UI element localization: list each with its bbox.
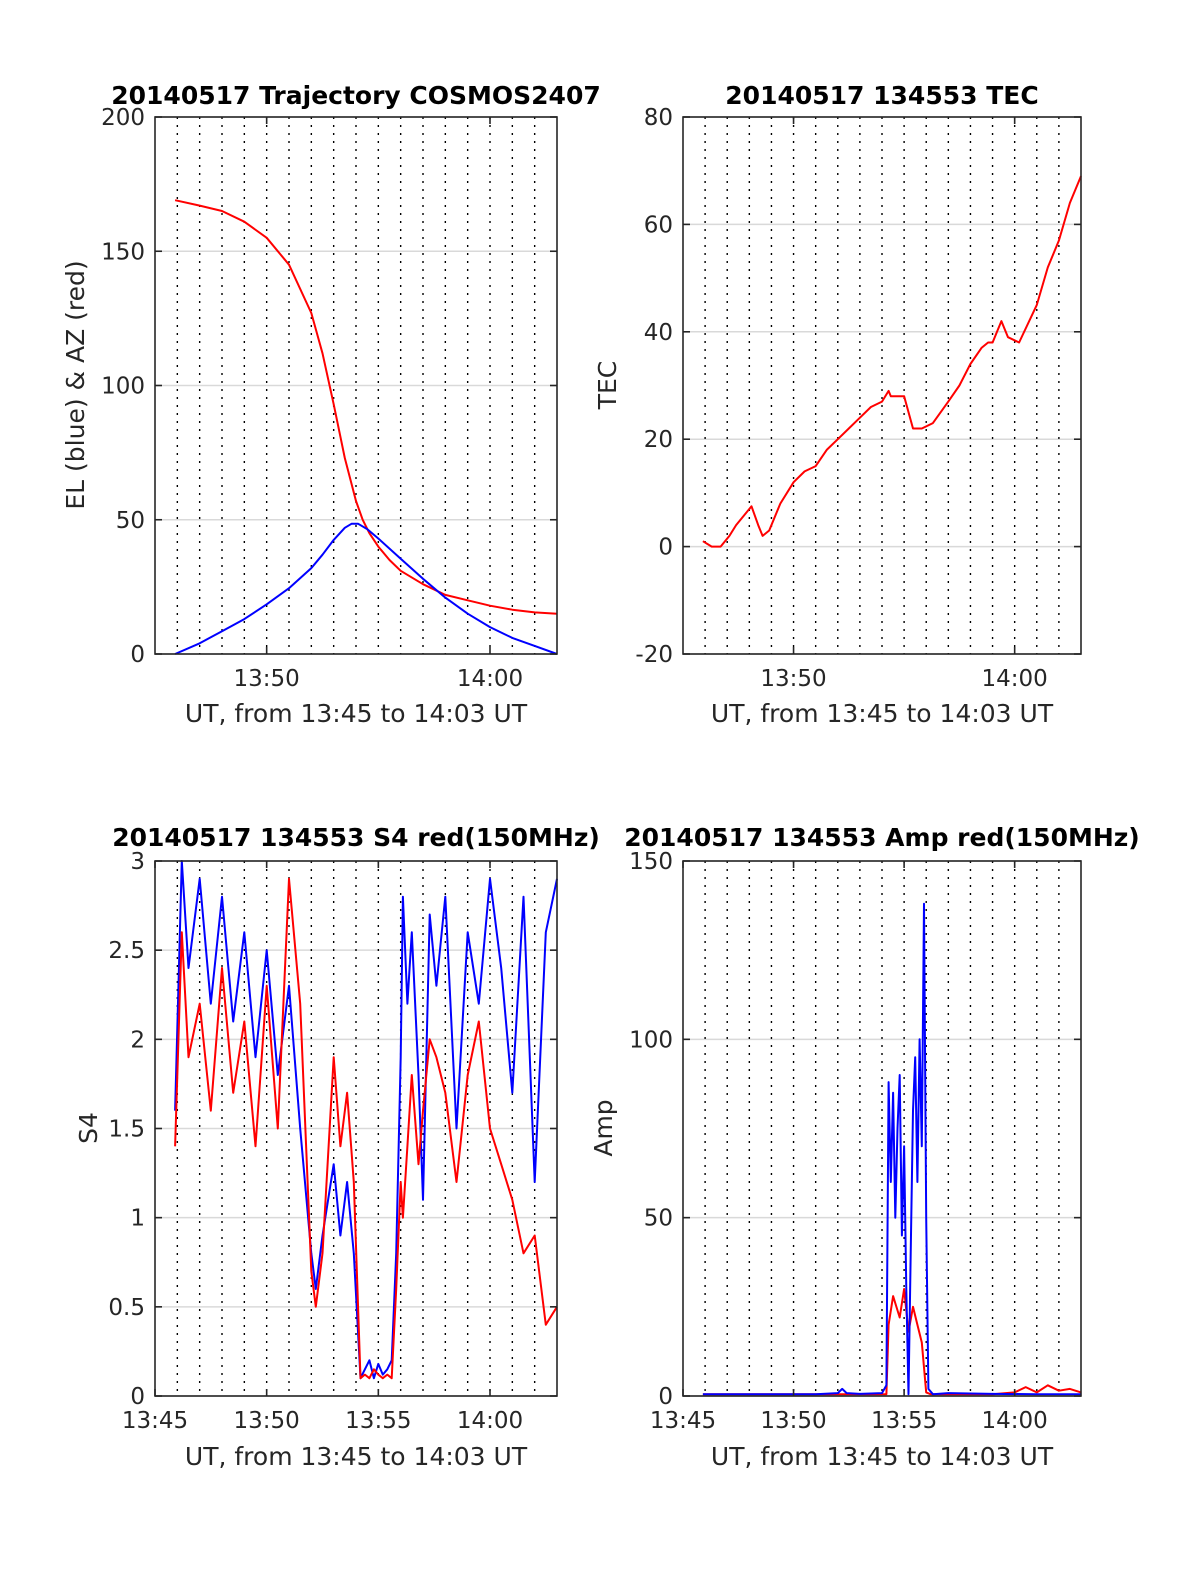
amp-chart-axes-box (682, 860, 1082, 1397)
s4-chart-ytick-label: 2 (130, 1027, 145, 1053)
trajectory-chart-ytick-label: 50 (116, 508, 145, 534)
amp-chart-ytick-label: 100 (629, 1027, 673, 1053)
tec-chart-xtick-label: 13:50 (760, 666, 826, 692)
s4-chart-ytick-label: 2.5 (108, 938, 145, 964)
tec-chart-axes-box (682, 116, 1082, 655)
tec-chart-ytick-label: 40 (644, 320, 673, 346)
trajectory-chart-ytick-label: 0 (130, 642, 145, 668)
s4-chart: 20140517 134553 S4 red(150MHz) S4 UT, fr… (74, 823, 600, 1471)
s4-chart-xtick-label: 13:45 (122, 1408, 188, 1434)
trajectory-chart: 20140517 Trajectory COSMOS2407 EL (blue)… (61, 81, 601, 728)
amp-chart-ytick-label: 50 (644, 1206, 673, 1232)
tec-chart-xtick-label: 14:00 (982, 666, 1048, 692)
s4-chart-ylabel: S4 (74, 1112, 103, 1144)
s4-chart-ytick-label: 0.5 (108, 1295, 145, 1321)
amp-chart-xtick-label: 14:00 (982, 1408, 1048, 1434)
amp-chart-ytick-label: 150 (629, 849, 673, 875)
trajectory-chart-ylabel: EL (blue) & AZ (red) (61, 260, 90, 509)
s4-chart-xtick-label: 13:50 (234, 1408, 300, 1434)
amp-chart-series-1-line (702, 902, 1081, 1396)
amp-chart: 20140517 134553 Amp red(150MHz) Amp UT, … (589, 823, 1140, 1471)
amp-chart-xtick-label: 13:55 (871, 1408, 937, 1434)
trajectory-chart-title: 20140517 Trajectory COSMOS2407 (111, 81, 601, 110)
tec-chart-ylabel: TEC (593, 361, 622, 411)
s4-chart-series-1-line (174, 877, 558, 1380)
s4-chart-ytick-label: 1.5 (108, 1117, 145, 1143)
trajectory-chart-series-0-line (174, 199, 558, 615)
s4-chart-ytick-label: 1 (130, 1206, 145, 1232)
s4-chart-xtick-label: 13:55 (345, 1408, 411, 1434)
trajectory-chart-ytick-label: 100 (101, 374, 145, 400)
s4-chart-xlabel: UT, from 13:45 to 14:03 UT (185, 1442, 528, 1471)
s4-chart-xtick-label: 14:00 (457, 1408, 523, 1434)
tec-chart-xlabel: UT, from 13:45 to 14:03 UT (711, 699, 1054, 728)
s4-chart-ytick-label: 3 (130, 849, 145, 875)
tec-chart-ytick-label: 80 (644, 105, 673, 131)
amp-chart-ytick-label: 0 (658, 1384, 673, 1410)
tec-chart-ytick-label: 0 (658, 535, 673, 561)
s4-chart-ytick-label: 0 (130, 1384, 145, 1410)
trajectory-chart-xtick-label: 13:50 (234, 666, 300, 692)
trajectory-chart-series-1-line (174, 522, 558, 655)
amp-chart-xlabel: UT, from 13:45 to 14:03 UT (711, 1442, 1054, 1471)
trajectory-chart-ytick-label: 200 (101, 105, 145, 131)
tec-chart-ytick-label: 60 (644, 212, 673, 238)
tec-chart-title: 20140517 134553 TEC (725, 81, 1038, 110)
tec-chart-series-0-line (702, 175, 1082, 548)
amp-chart-ylabel: Amp (589, 1099, 618, 1156)
tec-chart-ytick-label: 20 (644, 427, 673, 453)
trajectory-chart-ytick-label: 150 (101, 239, 145, 265)
amp-chart-xtick-label: 13:45 (650, 1408, 716, 1434)
tec-chart: 20140517 134553 TEC TEC UT, from 13:45 t… (593, 81, 1082, 728)
trajectory-chart-xlabel: UT, from 13:45 to 14:03 UT (185, 699, 528, 728)
s4-chart-title: 20140517 134553 S4 red(150MHz) (112, 823, 600, 852)
amp-chart-title: 20140517 134553 Amp red(150MHz) (624, 823, 1140, 852)
tec-chart-ytick-label: -20 (635, 642, 673, 668)
trajectory-chart-xtick-label: 14:00 (457, 666, 523, 692)
amp-chart-xtick-label: 13:50 (760, 1408, 826, 1434)
